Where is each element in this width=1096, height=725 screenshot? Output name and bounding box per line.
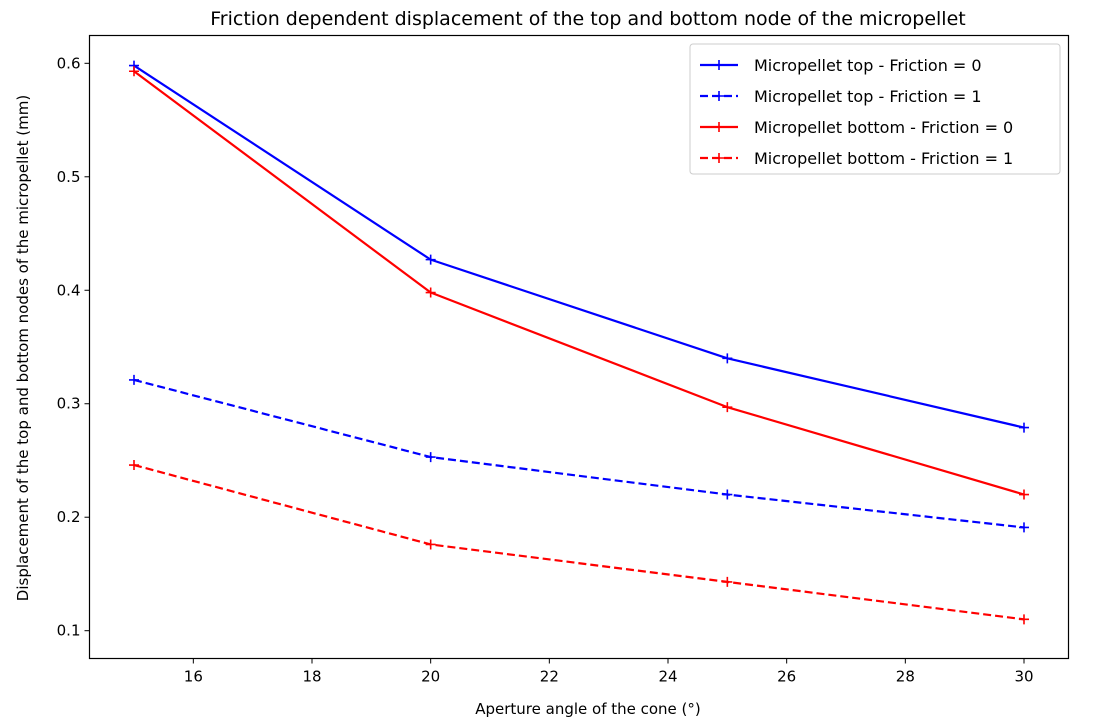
legend-item: Micropellet bottom - Friction = 0 [700,118,1013,137]
data-point-marker [722,576,733,587]
data-point-marker [425,254,436,265]
y-tick-label: 0.6 [57,54,81,72]
legend-label: Micropellet top - Friction = 0 [754,56,982,75]
data-point-marker [129,460,139,471]
x-axis-label: Aperture angle of the cone (°) [475,700,701,718]
legend: Micropellet top - Friction = 0 Micropelle… [689,43,1061,175]
y-tick-label: 0.3 [57,395,81,413]
series-lines [129,60,1029,625]
series-line [133,70,1025,496]
data-point-marker [1019,522,1029,533]
x-tick-label: 22 [540,668,559,686]
axis-ticks: 16 18 20 22 24 26 28 30 0.1 0.2 0.3 0.4 0.5 0.6 [57,54,1034,685]
chart-title: Friction dependent displacement of the t… [210,8,965,30]
x-tick-label: 16 [184,668,203,686]
x-tick-label: 26 [777,668,796,686]
y-tick-label: 0.5 [57,168,81,186]
data-point-marker [1019,614,1029,625]
legend-box [689,43,1061,175]
x-tick-label: 18 [302,668,321,686]
data-point-marker [722,489,733,500]
x-tick-label: 28 [896,668,915,686]
legend-marker [714,153,724,163]
legend-label: Micropellet top - Friction = 1 [754,87,982,106]
series-line [133,378,1025,529]
series-line [133,463,1025,621]
x-tick-label: 24 [658,668,677,686]
series-1 [129,60,1029,433]
data-point-marker [129,66,139,77]
legend-marker [714,122,724,132]
legend-label: Micropellet bottom - Friction = 1 [754,149,1013,168]
legend-marker [714,60,724,70]
plot-area-frame [88,34,1070,660]
legend-item: Micropellet top - Friction = 0 [700,56,982,75]
legend-item: Micropellet top - Friction = 1 [700,87,982,106]
series-line [133,64,1025,429]
data-point-marker [722,402,733,413]
legend-item: Micropellet bottom - Friction = 1 [700,149,1013,168]
y-tick-label: 0.4 [57,281,81,299]
y-tick-label: 0.2 [57,508,81,526]
data-point-marker [722,353,733,364]
series-4 [129,460,1029,625]
legend-marker [714,91,724,101]
series-3 [129,66,1029,500]
data-point-marker [425,539,436,550]
y-axis-label: Displacement of the top and bottom nodes… [14,95,32,601]
data-point-marker [1019,422,1029,433]
data-point-marker [1019,489,1029,500]
data-point-marker [129,374,139,385]
data-point-marker [425,452,436,463]
data-point-marker [425,287,436,298]
x-tick-label: 30 [1014,668,1033,686]
series-2 [129,374,1029,533]
x-tick-label: 20 [421,668,440,686]
legend-label: Micropellet bottom - Friction = 0 [754,118,1013,137]
y-tick-label: 0.1 [57,622,81,640]
